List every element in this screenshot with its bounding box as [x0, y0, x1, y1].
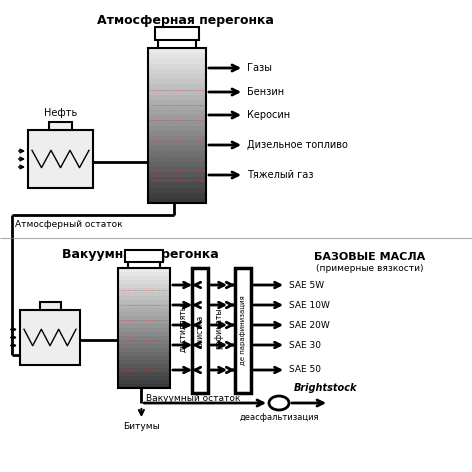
Text: Атмосферная перегонка: Атмосферная перегонка [97, 14, 273, 27]
Text: Нефть: Нефть [44, 108, 77, 118]
Bar [148, 74, 206, 79]
Bar [148, 89, 206, 95]
Bar [148, 120, 206, 126]
Bar [148, 131, 206, 136]
Text: дистилляты: дистилляты [178, 303, 187, 353]
Bar [118, 364, 170, 369]
Bar [118, 268, 170, 388]
Text: рафинаты: рафинаты [214, 307, 224, 349]
Bar [148, 79, 206, 84]
Bar [118, 300, 170, 304]
Bar [148, 48, 206, 203]
Text: Газы: Газы [247, 63, 272, 73]
Bar [118, 268, 170, 272]
Bar [28, 130, 93, 188]
Bar [148, 187, 206, 193]
Bar [148, 141, 206, 147]
Bar [118, 368, 170, 372]
Bar [118, 348, 170, 353]
Bar [118, 316, 170, 320]
Text: SAE 30: SAE 30 [289, 340, 321, 349]
Bar [148, 84, 206, 90]
Bar [118, 304, 170, 309]
Text: де парафинизация: де парафинизация [240, 295, 246, 365]
Bar [118, 352, 170, 356]
Bar [49, 122, 72, 130]
Bar [118, 384, 170, 388]
Bar [148, 172, 206, 177]
Bar [118, 312, 170, 317]
Bar [118, 332, 170, 337]
Text: Brightstock: Brightstock [294, 383, 357, 393]
Bar [148, 115, 206, 121]
Bar [148, 105, 206, 110]
Bar [118, 280, 170, 285]
Bar [148, 198, 206, 203]
Bar [148, 136, 206, 142]
Bar [148, 110, 206, 116]
Bar [118, 272, 170, 277]
Bar [148, 126, 206, 131]
Bar [148, 53, 206, 59]
Bar [118, 288, 170, 293]
Bar [118, 376, 170, 380]
Text: (примерные вязкости): (примерные вязкости) [316, 264, 424, 273]
Ellipse shape [269, 396, 289, 410]
Text: Вакуумный остаток: Вакуумный остаток [146, 394, 241, 403]
Text: Битумы: Битумы [123, 422, 160, 431]
Text: Атмосферный остаток: Атмосферный остаток [15, 220, 123, 229]
Bar [235, 268, 251, 393]
Bar [118, 296, 170, 301]
Bar [118, 320, 170, 325]
Text: очистка: очистка [195, 314, 204, 346]
Bar [148, 94, 206, 100]
Bar [148, 146, 206, 152]
Bar [118, 380, 170, 385]
Bar [118, 336, 170, 340]
Bar [148, 59, 206, 64]
Bar [118, 276, 170, 280]
Bar [148, 100, 206, 105]
Bar [118, 344, 170, 348]
Bar [118, 356, 170, 361]
Bar [125, 250, 163, 262]
Bar [192, 268, 208, 393]
Text: Керосин: Керосин [247, 110, 290, 120]
Text: деасфальтизация: деасфальтизация [239, 413, 319, 422]
Bar [118, 372, 170, 377]
Bar [118, 324, 170, 329]
Text: SAE 5W: SAE 5W [289, 280, 324, 289]
Bar [148, 177, 206, 183]
Bar [118, 284, 170, 288]
Bar [148, 152, 206, 157]
Bar [148, 193, 206, 198]
Bar [118, 308, 170, 312]
Text: SAE 10W: SAE 10W [289, 301, 330, 310]
Bar [118, 340, 170, 345]
Text: SAE 20W: SAE 20W [289, 320, 330, 329]
Bar [40, 302, 60, 310]
Bar [118, 292, 170, 296]
Text: Тяжелый газ: Тяжелый газ [247, 170, 313, 180]
Text: Вакуумная перегонка: Вакуумная перегонка [62, 248, 219, 261]
Bar [155, 27, 199, 40]
Text: БАЗОВЫЕ МАСЛА: БАЗОВЫЕ МАСЛА [314, 252, 426, 262]
Bar [118, 328, 170, 332]
Bar [118, 360, 170, 364]
Bar [148, 48, 206, 54]
Bar [20, 310, 80, 365]
Bar [148, 167, 206, 172]
Bar [148, 162, 206, 168]
Bar [148, 157, 206, 162]
Text: Дизельное топливо: Дизельное топливо [247, 140, 348, 150]
Bar [148, 68, 206, 74]
Text: Бензин: Бензин [247, 87, 284, 97]
Text: SAE 50: SAE 50 [289, 365, 321, 374]
Bar [148, 64, 206, 69]
Bar [148, 182, 206, 188]
